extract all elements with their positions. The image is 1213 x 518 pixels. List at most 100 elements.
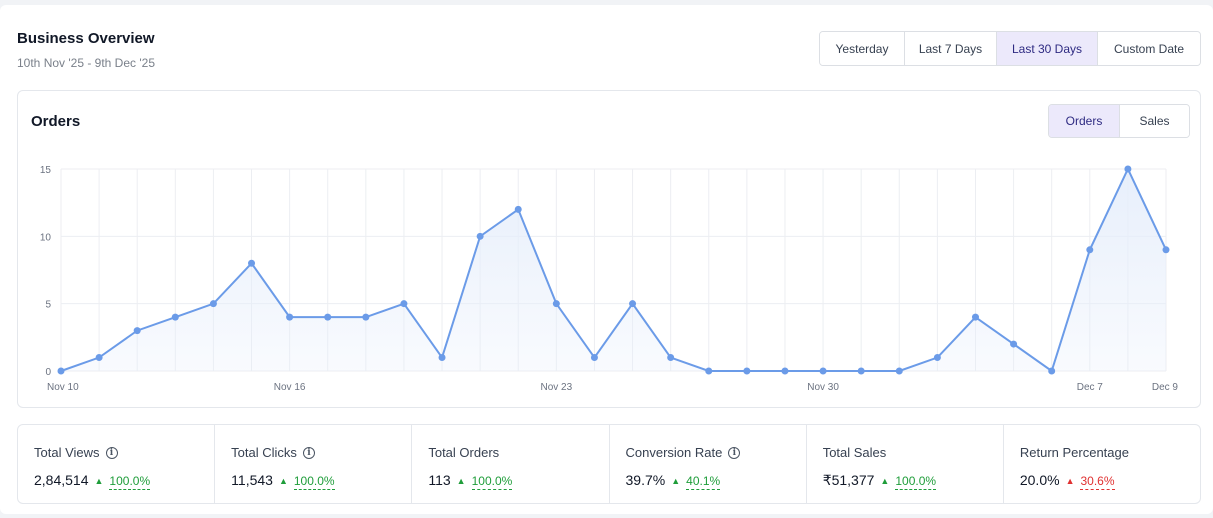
- stat-change[interactable]: 100.0%: [109, 474, 151, 490]
- data-point: [1162, 246, 1170, 254]
- x-tick-label: Nov 23: [541, 382, 573, 393]
- data-point: [1124, 165, 1132, 173]
- stat-value-row: 2,84,514 ▲ 100.0%: [34, 472, 151, 490]
- date-range-selector: Yesterday Last 7 Days Last 30 Days Custo…: [819, 31, 1201, 66]
- last-7-days-button[interactable]: Last 7 Days: [905, 32, 997, 65]
- x-tick-label: Nov 10: [47, 382, 79, 393]
- data-point: [933, 354, 941, 362]
- triangle-up-icon: ▲: [278, 476, 288, 486]
- metric-toggle: Orders Sales: [1048, 104, 1190, 138]
- stat-label: Total Sales: [822, 445, 887, 460]
- date-range-label: 10th Nov '25 - 9th Dec '25: [17, 56, 155, 70]
- orders-series-line: [60, 166, 1167, 373]
- stat-value-row: 11,543 ▲ 100.0%: [231, 472, 335, 490]
- stat-value: ₹51,377: [822, 472, 875, 488]
- y-tick-label: 0: [45, 367, 51, 378]
- stat-total-orders: Total Orders 113 ▲ 100.0%: [412, 425, 610, 503]
- data-point: [95, 354, 103, 362]
- data-point: [133, 327, 141, 335]
- stat-label: Total Views: [34, 445, 100, 460]
- data-point: [476, 232, 484, 240]
- stat-total-sales: Total Sales ₹51,377 ▲ 100.0%: [807, 425, 1004, 503]
- orders-chart-panel: Orders Orders Sales 0 5 10 15 Nov 10 Nov 16 No…: [17, 90, 1201, 408]
- data-point: [1086, 246, 1094, 254]
- data-point: [895, 367, 903, 375]
- data-point: [324, 313, 332, 321]
- stat-change[interactable]: 100.0%: [293, 474, 335, 490]
- stat-value-row: 39.7% ▲ 40.1%: [626, 472, 721, 490]
- data-point: [171, 313, 179, 321]
- stat-value: 113: [428, 472, 451, 488]
- y-tick-label: 5: [45, 300, 51, 311]
- last-30-days-button[interactable]: Last 30 Days: [997, 32, 1098, 65]
- stat-value-row: 113 ▲ 100.0%: [428, 472, 513, 490]
- stat-label: Return Percentage: [1019, 445, 1129, 460]
- chart-title: Orders: [31, 113, 81, 130]
- stat-change[interactable]: 100.0%: [471, 474, 513, 490]
- stat-value: 11,543: [231, 472, 273, 488]
- x-tick-label: Dec 9: [1152, 382, 1179, 393]
- stat-label-row: Total Clicks i: [231, 445, 315, 460]
- stat-label: Total Orders: [428, 445, 500, 460]
- x-tick-label: Nov 16: [274, 382, 306, 393]
- triangle-up-icon: ▲: [671, 476, 681, 486]
- stat-conversion-rate: Conversion Rate i 39.7% ▲ 40.1%: [610, 425, 807, 503]
- yesterday-button[interactable]: Yesterday: [820, 32, 905, 65]
- stats-row: Total Views i 2,84,514 ▲ 100.0% Total Cl…: [17, 424, 1201, 504]
- data-point: [590, 354, 598, 362]
- data-point: [1048, 367, 1056, 375]
- data-point: [552, 300, 560, 308]
- x-tick-label: Nov 30: [807, 382, 839, 393]
- data-point: [705, 367, 713, 375]
- data-point: [57, 367, 65, 375]
- triangle-up-icon: ▲: [880, 476, 890, 486]
- orders-area: [61, 169, 1166, 371]
- stat-change[interactable]: 40.1%: [686, 474, 721, 490]
- stat-change[interactable]: 100.0%: [895, 474, 937, 490]
- info-icon[interactable]: i: [105, 446, 118, 459]
- orders-line-chart: 0 5 10 15 Nov 10 Nov 16 Nov 23 Nov 30 Dec 7 Dec 9: [40, 165, 1179, 393]
- stat-value-row: 20.0% ▲ 30.6%: [1020, 472, 1115, 490]
- stat-value-row: ₹51,377 ▲ 100.0%: [822, 472, 937, 490]
- orders-toggle-button[interactable]: Orders: [1049, 105, 1119, 137]
- data-point: [1010, 340, 1018, 348]
- data-point: [438, 354, 446, 362]
- data-point: [209, 300, 217, 308]
- data-point: [971, 313, 979, 321]
- data-point: [667, 354, 675, 362]
- data-point: [819, 367, 827, 375]
- data-point: [743, 367, 751, 375]
- stat-label-row: Return Percentage: [1020, 445, 1129, 460]
- triangle-up-icon: ▲: [456, 476, 466, 486]
- stat-label-row: Total Sales: [823, 445, 887, 460]
- business-overview-card: Business Overview 10th Nov '25 - 9th Dec…: [0, 5, 1213, 514]
- triangle-up-icon: ▲: [1065, 476, 1075, 486]
- stat-value: 2,84,514: [34, 472, 89, 488]
- stat-return-percentage: Return Percentage 20.0% ▲ 30.6%: [1004, 425, 1200, 503]
- data-point: [248, 259, 256, 267]
- data-point: [781, 367, 789, 375]
- info-icon[interactable]: i: [728, 446, 741, 459]
- x-tick-label: Dec 7: [1077, 382, 1104, 393]
- data-point: [514, 205, 522, 213]
- custom-date-button[interactable]: Custom Date: [1098, 32, 1200, 65]
- triangle-up-icon: ▲: [94, 476, 104, 486]
- stat-label: Total Clicks: [231, 445, 297, 460]
- stat-label-row: Total Orders: [428, 445, 499, 460]
- stat-value: 20.0%: [1019, 472, 1060, 488]
- sales-toggle-button[interactable]: Sales: [1119, 105, 1189, 137]
- stat-change[interactable]: 30.6%: [1080, 474, 1115, 490]
- info-icon[interactable]: i: [302, 446, 315, 459]
- data-point: [362, 313, 370, 321]
- data-point: [286, 313, 294, 321]
- stat-value: 39.7%: [625, 472, 666, 488]
- stat-label-row: Total Views i: [34, 445, 118, 460]
- stat-total-views: Total Views i 2,84,514 ▲ 100.0%: [18, 425, 216, 503]
- stat-label-row: Conversion Rate i: [626, 445, 741, 460]
- y-tick-label: 15: [40, 165, 52, 176]
- data-point: [857, 367, 865, 375]
- data-point: [400, 300, 408, 308]
- stat-label: Conversion Rate: [625, 445, 723, 460]
- page-title: Business Overview: [17, 30, 155, 47]
- y-tick-label: 10: [40, 232, 52, 243]
